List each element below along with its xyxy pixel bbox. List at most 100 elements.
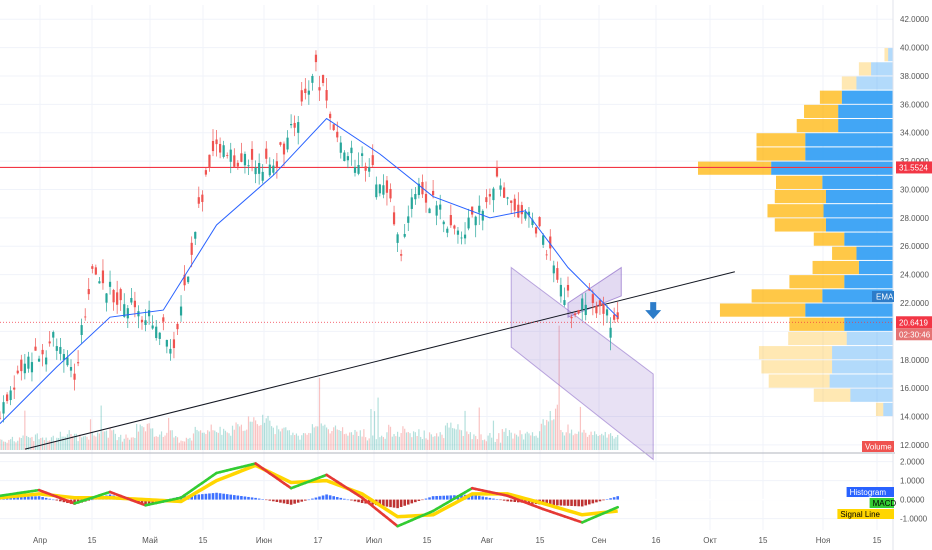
volume-bar xyxy=(340,431,342,450)
volume-bar xyxy=(507,436,509,450)
last-price-badge-bg xyxy=(896,316,932,329)
volume-bar xyxy=(285,427,287,450)
candle-body xyxy=(534,227,538,234)
volume-bar xyxy=(27,437,29,450)
volume-bar xyxy=(242,430,244,450)
volume-bar xyxy=(553,419,555,450)
candle-body xyxy=(62,354,65,361)
time-tick-label: Июл xyxy=(366,536,383,545)
time-tick-label: Сен xyxy=(592,536,607,545)
volume-bar xyxy=(570,429,573,450)
volume-bar xyxy=(334,425,337,450)
last-price-badge: 20.6419 xyxy=(896,316,932,329)
volume-bar xyxy=(8,439,10,450)
profile-bar-down xyxy=(813,232,845,246)
volume-bar xyxy=(18,437,21,450)
volume-bar xyxy=(567,424,569,450)
candles xyxy=(0,50,619,423)
macd-histogram-bar xyxy=(286,499,289,505)
volume-bar xyxy=(418,429,420,450)
volume-bar xyxy=(453,428,455,450)
candle-body xyxy=(116,292,119,305)
volume-bar xyxy=(191,440,193,450)
volume-bar xyxy=(492,420,495,450)
volume-bar xyxy=(233,429,235,450)
candle-body xyxy=(428,208,431,214)
volume-bar xyxy=(150,428,152,450)
candle-body xyxy=(417,183,420,196)
candle-body xyxy=(105,293,108,303)
profile-bar-up xyxy=(871,62,893,76)
macd-histogram-bar xyxy=(477,495,481,500)
candle-body xyxy=(389,188,392,199)
macd-histogram-bar xyxy=(311,498,314,500)
volume-bar xyxy=(11,436,14,450)
time-tick-label: Авг xyxy=(481,536,494,545)
candle-body xyxy=(69,366,73,371)
candle-body xyxy=(297,122,300,133)
volume-bar xyxy=(478,407,480,450)
volume-bar xyxy=(528,433,530,450)
volume-bar xyxy=(496,438,498,450)
profile-bar-up xyxy=(825,218,893,232)
volume-bar xyxy=(482,440,484,450)
macd-histogram-bar xyxy=(55,499,59,501)
candle-body xyxy=(531,219,534,226)
volume-bar xyxy=(61,436,63,450)
volume-bar xyxy=(437,436,440,450)
volume-bar xyxy=(114,433,116,450)
macd-histogram-bar xyxy=(360,499,364,504)
volume-bar xyxy=(29,437,31,450)
volume-bar xyxy=(240,424,242,450)
candle-body xyxy=(0,417,2,419)
candle-body xyxy=(545,254,548,256)
volume-bar xyxy=(315,426,317,450)
macd-histogram-bar xyxy=(385,499,389,507)
macd-histogram-bar xyxy=(339,497,343,500)
price-tick-label: 30.0000 xyxy=(900,185,929,194)
candle-body xyxy=(73,373,76,380)
volume-bar xyxy=(308,432,310,450)
volume-bar xyxy=(196,429,198,450)
profile-bar-down xyxy=(756,147,806,161)
candle-body xyxy=(581,298,584,310)
candle-body xyxy=(2,402,5,414)
volume-bar xyxy=(15,442,17,450)
macd-histogram-bar xyxy=(421,499,424,501)
volume-bar xyxy=(354,429,356,450)
countdown-badge: 02:30:46 xyxy=(896,328,932,341)
volume-bar xyxy=(581,432,583,450)
volume-bar xyxy=(562,432,564,450)
volume-bars xyxy=(0,325,619,450)
volume-bar xyxy=(139,424,141,450)
candle-body xyxy=(45,357,48,365)
volume-bar xyxy=(446,422,448,450)
volume-bar xyxy=(318,377,321,450)
volume-bar xyxy=(260,425,262,450)
candle-body xyxy=(20,359,23,372)
volume-bar xyxy=(375,439,377,450)
price-tick-label: 18.0000 xyxy=(900,356,929,365)
volume-bar xyxy=(65,436,67,450)
candle-body xyxy=(183,274,186,286)
candle-body xyxy=(119,289,122,301)
volume-bar xyxy=(59,431,61,450)
volume-bar xyxy=(256,424,258,450)
volume-bar xyxy=(141,426,143,450)
volume-bar xyxy=(457,424,459,450)
candle-body xyxy=(332,124,335,131)
volume-bar xyxy=(82,436,85,450)
macd-histogram-bar xyxy=(396,499,399,509)
volume-bar xyxy=(542,419,544,450)
profile-bar-down xyxy=(719,303,806,317)
price-tick-label: 12.0000 xyxy=(900,441,929,450)
volume-bar xyxy=(283,427,285,450)
macd-histogram-bar xyxy=(343,498,346,500)
price-tick-label: 28.0000 xyxy=(900,214,929,223)
candle-body xyxy=(258,162,261,174)
profile-bar-up xyxy=(838,104,893,119)
macd-histogram-bar xyxy=(357,499,360,503)
macd-histogram-bar xyxy=(612,497,616,500)
